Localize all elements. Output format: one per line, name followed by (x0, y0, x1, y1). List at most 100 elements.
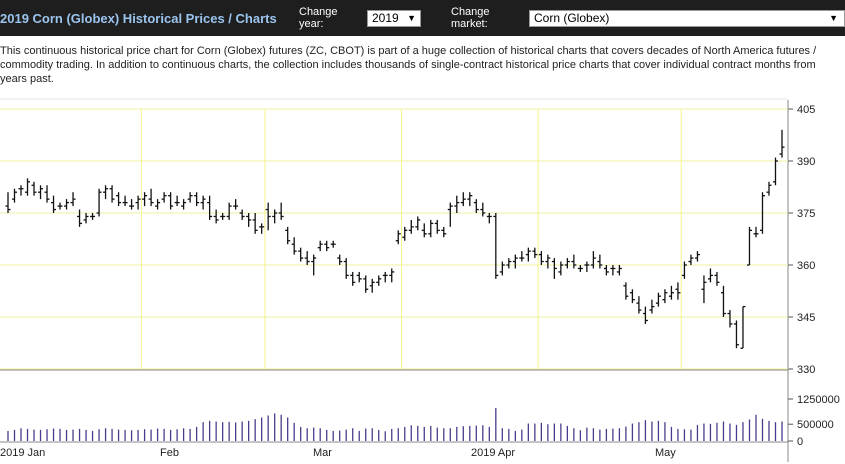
ohlc-bar (298, 247, 304, 262)
ohlc-bar (324, 240, 330, 252)
ohlc-bar (402, 226, 408, 241)
ohlc-bar (285, 226, 291, 245)
ohlc-bar (213, 209, 219, 224)
ohlc-bar (135, 195, 141, 210)
ohlc-bar (532, 247, 538, 259)
ohlc-bar (207, 195, 213, 220)
ohlc-bar (77, 209, 83, 227)
ohlc-bar (694, 251, 700, 262)
ohlc-bar (291, 237, 297, 255)
ohlc-bar (337, 254, 343, 265)
ohlc-bar (681, 261, 687, 279)
ohlc-bar (512, 254, 518, 269)
top-bar: 2019 Corn (Globex) Historical Prices / C… (0, 0, 845, 36)
price-tick-label: 330 (797, 364, 815, 376)
ohlc-bar (109, 185, 115, 203)
ohlc-bar (252, 213, 258, 234)
ohlc-bar (564, 258, 570, 269)
ohlc-bar (239, 209, 245, 220)
ohlc-bar (57, 202, 63, 210)
x-tick-label: 2019 Apr (471, 447, 515, 459)
x-tick-label: 2019 Jan (0, 447, 45, 459)
price-bars (5, 129, 785, 349)
ohlc-bar (142, 192, 148, 207)
ohlc-bar (707, 268, 713, 283)
ohlc-bar (733, 320, 739, 349)
ohlc-bar (44, 185, 50, 203)
ohlc-bar (421, 223, 427, 238)
ohlc-bar (187, 192, 193, 203)
ohlc-bar (51, 195, 57, 213)
ohlc-bar (246, 213, 252, 227)
ohlc-bar (272, 209, 278, 224)
ohlc-bar (655, 292, 661, 307)
ohlc-bar (168, 192, 174, 210)
ohlc-bar (590, 251, 596, 269)
ohlc-bar (155, 199, 161, 210)
ohlc-bar (499, 261, 505, 276)
ohlc-bar (350, 271, 356, 286)
ohlc-bar (766, 181, 772, 196)
ohlc-bar (603, 265, 609, 276)
ohlc-bar (506, 258, 512, 269)
ohlc-bar (460, 192, 466, 207)
ohlc-bar (148, 188, 154, 207)
ohlc-bar (473, 199, 479, 213)
ohlc-bar (103, 185, 109, 200)
ohlc-bar (616, 265, 622, 276)
ohlc-bar (662, 289, 668, 304)
ohlc-bar (70, 192, 76, 207)
ohlc-bar (415, 216, 421, 231)
ohlc-bar (772, 157, 778, 186)
change-market-label: Change market: (451, 6, 490, 30)
ohlc-bar (363, 275, 369, 293)
ohlc-bar (467, 192, 473, 207)
page-title: 2019 Corn (Globex) Historical Prices / C… (0, 11, 277, 26)
chart-description: This continuous historical price chart f… (0, 45, 817, 85)
ohlc-bar (642, 306, 648, 324)
dropdown-arrow-icon: ▼ (829, 13, 838, 23)
ohlc-bar (753, 226, 759, 238)
ohlc-bar (200, 195, 206, 210)
ohlc-bar (434, 219, 440, 234)
ohlc-bar (311, 254, 317, 276)
ohlc-bar (395, 230, 401, 245)
ohlc-bar (701, 275, 707, 304)
price-tick-label: 375 (797, 208, 815, 220)
ohlc-bar (96, 188, 102, 217)
ohlc-bar (519, 251, 525, 262)
ohlc-bar (233, 199, 239, 210)
ohlc-bar (265, 202, 271, 231)
ohlc-bar (343, 258, 349, 279)
ohlc-bar (5, 192, 11, 213)
volume-tick-label: 0 (797, 436, 803, 448)
price-tick-label: 360 (797, 260, 815, 272)
ohlc-bar (226, 202, 232, 220)
ohlc-bar (688, 254, 694, 265)
ohlc-bar (577, 265, 583, 272)
volume-bars (7, 408, 783, 441)
x-tick-label: Mar (313, 447, 332, 459)
change-year-label: Change year: (299, 6, 338, 30)
ohlc-bar (330, 240, 336, 248)
ohlc-bar (25, 178, 31, 196)
ohlc-bar (428, 219, 434, 238)
market-select-value: Corn (Globex) (534, 11, 610, 25)
ohlc-bar (220, 213, 226, 220)
ohlc-bar (259, 223, 265, 234)
ohlc-bar (623, 282, 629, 300)
ohlc-bar (538, 251, 544, 265)
ohlc-bar (12, 188, 18, 203)
ohlc-bar (597, 254, 603, 269)
market-select[interactable]: Corn (Globex) ▼ (529, 10, 845, 27)
ohlc-bar (441, 226, 447, 238)
ohlc-bar (174, 195, 180, 207)
year-select[interactable]: 2019 ▼ (367, 10, 421, 27)
price-tick-label: 345 (797, 312, 815, 324)
ohlc-bar (382, 271, 388, 283)
volume-tick-label: 1250000 (797, 394, 840, 406)
dropdown-arrow-icon: ▼ (407, 13, 416, 23)
ohlc-bar (486, 213, 492, 224)
ohlc-bar (408, 219, 414, 234)
ohlc-bar (317, 240, 323, 252)
